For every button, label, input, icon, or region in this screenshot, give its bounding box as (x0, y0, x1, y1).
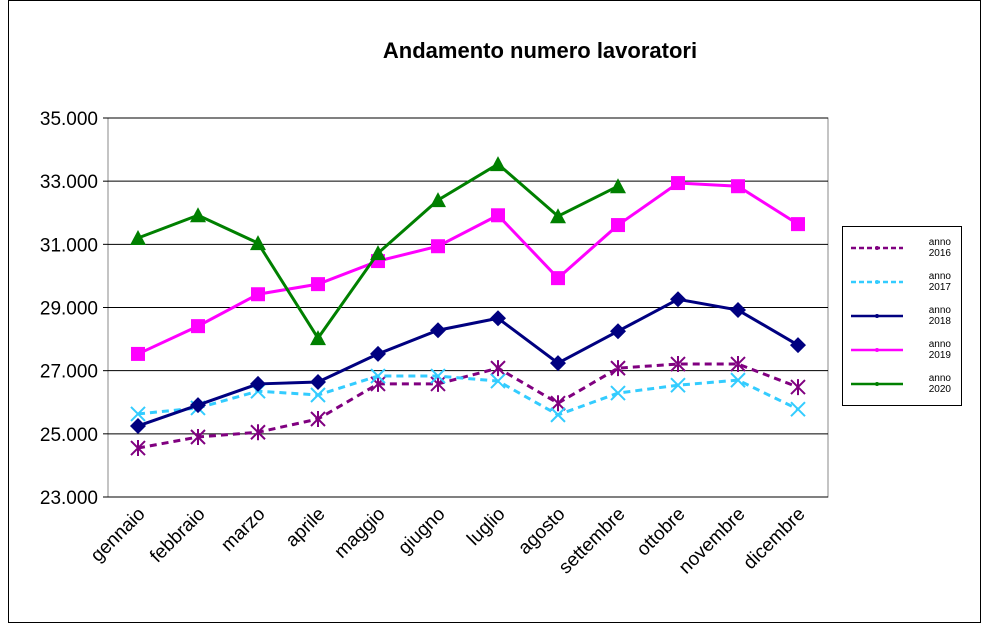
marker (310, 374, 326, 391)
marker (550, 407, 566, 423)
marker (550, 208, 566, 224)
legend: anno 2016 anno 2017 anno 2018 anno 2019 anno… (842, 226, 962, 406)
marker (130, 417, 146, 434)
legend-item: anno 2020 (847, 367, 957, 401)
marker (190, 207, 206, 223)
marker (490, 373, 506, 389)
marker (790, 337, 806, 354)
marker (550, 395, 566, 412)
marker (671, 176, 685, 191)
marker (550, 355, 566, 372)
marker (490, 156, 506, 172)
legend-swatch (851, 314, 903, 318)
y-tick-label: 25.000 (40, 425, 98, 446)
marker (491, 208, 505, 223)
marker (190, 428, 206, 445)
y-tick-label: 27.000 (40, 362, 98, 383)
marker (191, 319, 205, 334)
marker (670, 291, 686, 308)
marker (430, 375, 446, 392)
marker (730, 356, 746, 373)
marker (370, 345, 386, 362)
legend-swatch (851, 382, 903, 386)
legend-marker (875, 314, 879, 318)
legend-marker (875, 382, 879, 386)
marker (131, 346, 145, 361)
marker (670, 377, 686, 393)
legend-label: anno 2016 (928, 237, 951, 259)
marker (431, 239, 445, 254)
legend-marker (875, 280, 879, 284)
marker (730, 302, 746, 319)
marker (310, 410, 326, 427)
legend-swatch (851, 348, 903, 352)
marker (190, 397, 206, 414)
legend-swatch (851, 246, 903, 250)
marker (130, 406, 146, 422)
marker (730, 372, 746, 388)
series-line (137, 181, 799, 356)
marker (370, 368, 386, 384)
y-tick-label: 35.000 (40, 109, 98, 130)
marker (670, 356, 686, 373)
legend-item: anno 2016 (847, 231, 957, 265)
legend-item: anno 2018 (847, 299, 957, 333)
marker (610, 385, 626, 401)
legend-label: anno 2018 (928, 305, 951, 327)
marker (490, 310, 506, 327)
y-tick-label: 29.000 (40, 299, 98, 320)
marker (251, 287, 265, 302)
marker (250, 424, 266, 441)
legend-label: anno 2019 (928, 339, 951, 361)
marker (250, 235, 266, 251)
legend-label: anno 2017 (928, 271, 951, 293)
series-line (137, 362, 799, 450)
marker (790, 401, 806, 417)
marker (610, 360, 626, 377)
marker (790, 379, 806, 396)
legend-item: anno 2017 (847, 265, 957, 299)
marker (610, 178, 626, 194)
marker (311, 277, 325, 292)
marker (430, 192, 446, 208)
chart-title: Andamento numero lavoratori (383, 38, 697, 63)
legend-marker (875, 348, 879, 352)
y-tick-label: 33.000 (40, 172, 98, 193)
series-line (137, 297, 799, 428)
legend-item: anno 2019 (847, 333, 957, 367)
y-tick-label: 23.000 (40, 488, 98, 509)
marker (611, 218, 625, 233)
marker (551, 271, 565, 286)
marker (310, 330, 326, 346)
marker (430, 368, 446, 384)
legend-label: anno 2020 (928, 373, 951, 395)
marker (310, 387, 326, 403)
marker (130, 230, 146, 246)
legend-swatch (851, 280, 903, 284)
marker (610, 323, 626, 340)
legend-marker (875, 246, 879, 250)
marker (490, 360, 506, 377)
marker (731, 179, 745, 194)
marker (370, 375, 386, 392)
marker (791, 217, 805, 232)
marker (430, 322, 446, 339)
marker (250, 375, 266, 392)
series-line (137, 374, 799, 417)
marker (370, 245, 386, 261)
y-tick-label: 31.000 (40, 235, 98, 256)
marker (130, 440, 146, 457)
